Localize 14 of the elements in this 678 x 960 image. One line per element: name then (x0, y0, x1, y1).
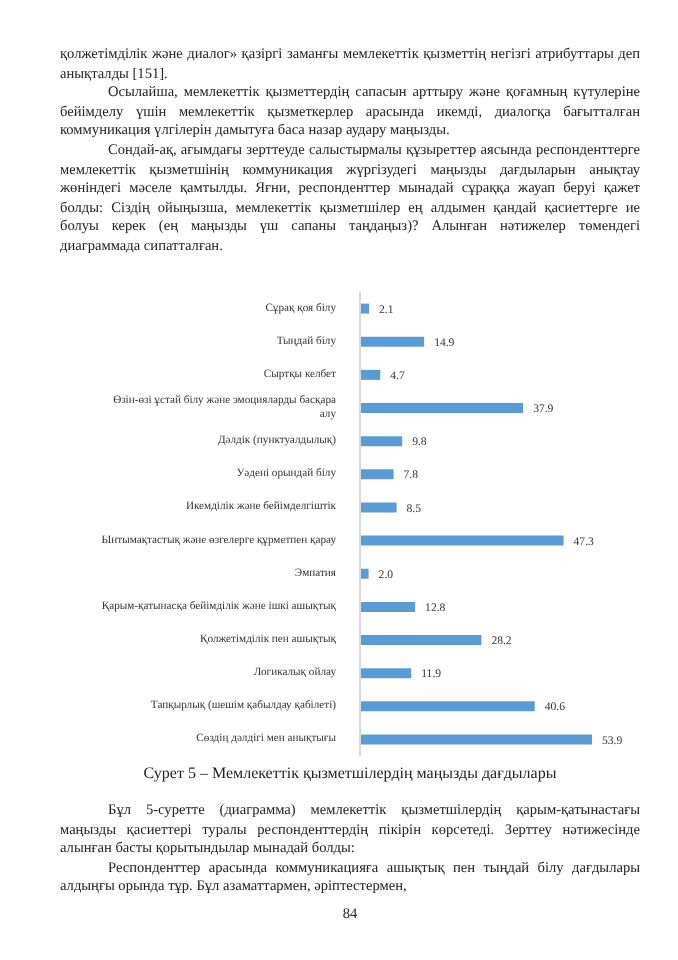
bar (360, 601, 416, 612)
bar (360, 502, 397, 513)
bar (360, 568, 369, 579)
bar (360, 436, 403, 447)
bar (360, 701, 535, 712)
bar (360, 369, 381, 380)
bar (360, 734, 592, 745)
text: Сурет 5 – Мемлекеттік қызметшілердің маңызды дағдылары (141, 764, 559, 782)
bar (360, 635, 482, 646)
bar (360, 535, 564, 546)
bar (360, 469, 394, 480)
bar (360, 668, 412, 679)
bar (360, 336, 425, 347)
bar (360, 403, 524, 414)
